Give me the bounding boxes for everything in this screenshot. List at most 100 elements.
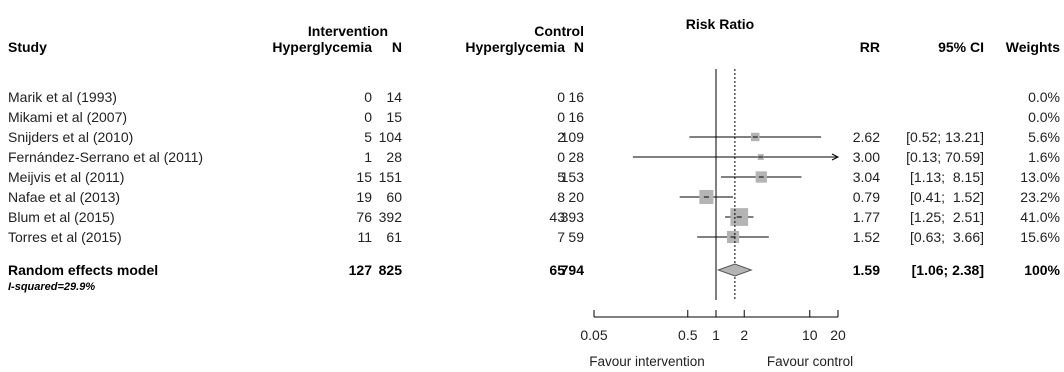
study-ci: [0.63; 3.66] xyxy=(910,229,984,245)
study-row: Torres et al (2015) 11 61 7 59 1.52 [0.63; 3.6… xyxy=(8,229,1060,245)
study-ci: [0.52; 13.21] xyxy=(906,129,984,145)
ci-header: 95% CI xyxy=(938,39,984,55)
study-ci: [0.41; 1.52] xyxy=(910,189,984,205)
intervention-events: 11 xyxy=(357,229,372,245)
favour-control-label: Favour control xyxy=(767,354,853,369)
intervention-n: 104 xyxy=(379,129,403,145)
pooled-diamond xyxy=(716,263,753,277)
control-n: 393 xyxy=(561,209,585,225)
intervention-events: 19 xyxy=(356,189,372,205)
study-weight: 41.0% xyxy=(1020,209,1060,225)
pooled-ci: [1.06; 2.38] xyxy=(912,262,984,278)
intervention-n: 61 xyxy=(386,229,402,245)
study-rr: 1.77 xyxy=(853,209,880,225)
study-name: Snijders et al (2010) xyxy=(8,129,133,145)
pooled-control-n: 794 xyxy=(561,262,585,278)
study-name: Meijvis et al (2011) xyxy=(8,169,124,185)
control-group-header: Control xyxy=(534,23,584,39)
control-n-header: N xyxy=(574,39,584,55)
control-n: 109 xyxy=(561,129,585,145)
study-name: Marik et al (1993) xyxy=(8,89,117,105)
intervention-n: 28 xyxy=(386,149,402,165)
study-name: Blum et al (2015) xyxy=(8,209,115,225)
x-tick-label: 10 xyxy=(802,327,818,343)
study-ci: [1.25; 2.51] xyxy=(910,209,984,225)
x-tick-label: 1 xyxy=(712,327,720,343)
control-n: 28 xyxy=(568,149,584,165)
study-rr: 3.04 xyxy=(853,169,880,185)
study-ci: [0.13; 70.59] xyxy=(906,149,984,165)
study-row: Mikami et al (2007) 0 15 0 16 0.0% xyxy=(8,109,1060,125)
pooled-label: Random effects model xyxy=(8,262,158,278)
study-rr: 1.52 xyxy=(853,229,880,245)
study-rr: 0.79 xyxy=(853,189,880,205)
rr-header: RR xyxy=(860,39,880,55)
x-tick-label: 2 xyxy=(740,327,748,343)
heterogeneity-stat: I-squared=29.9% xyxy=(8,281,95,293)
intervention-n-header: N xyxy=(392,39,402,55)
control-events: 2 xyxy=(557,129,565,145)
intervention-events: 0 xyxy=(364,89,372,105)
risk-ratio-header: Risk Ratio xyxy=(686,16,754,32)
x-tick-label: 0.05 xyxy=(580,327,607,343)
intervention-events-header: Hyperglycemia xyxy=(272,39,372,55)
intervention-n: 14 xyxy=(386,89,402,105)
weights-header: Weights xyxy=(1006,39,1060,55)
study-weight: 0.0% xyxy=(1028,89,1060,105)
study-ci: [1.13; 8.15] xyxy=(910,169,984,185)
ci-arrow xyxy=(831,153,840,161)
control-events: 7 xyxy=(557,229,565,245)
study-name: Nafae et al (2013) xyxy=(8,189,120,205)
intervention-events: 5 xyxy=(364,129,372,145)
pooled-intervention-events: 127 xyxy=(349,262,373,278)
study-weight: 0.0% xyxy=(1028,109,1060,125)
pooled-intervention-n: 825 xyxy=(379,262,403,278)
control-n: 59 xyxy=(568,229,584,245)
study-row: Nafae et al (2013) 19 60 8 20 0.79 [0.41; 1.52… xyxy=(8,189,1060,205)
study-weight: 1.6% xyxy=(1028,149,1060,165)
study-name: Torres et al (2015) xyxy=(8,229,122,245)
control-events: 8 xyxy=(557,189,565,205)
x-tick-label: 20 xyxy=(830,327,846,343)
control-n: 16 xyxy=(568,89,584,105)
pooled-weight: 100% xyxy=(1024,262,1060,278)
control-events: 0 xyxy=(557,109,565,125)
study-weight: 15.6% xyxy=(1020,229,1060,245)
intervention-events: 1 xyxy=(364,149,372,165)
study-rr: 2.62 xyxy=(853,129,880,145)
intervention-group-header: Intervention xyxy=(308,23,388,39)
study-row: Fernández-Serrano et al (2011) 1 28 0 28 3.00… xyxy=(8,149,1060,165)
pooled-rr: 1.59 xyxy=(853,262,880,278)
x-tick-label: 0.5 xyxy=(678,327,698,343)
study-name: Mikami et al (2007) xyxy=(8,109,127,125)
control-events: 43 xyxy=(549,209,565,225)
study-weight: 5.6% xyxy=(1028,129,1060,145)
intervention-n: 151 xyxy=(379,169,403,185)
study-row: Marik et al (1993) 0 14 0 16 0.0% xyxy=(8,89,1060,105)
control-events: 5 xyxy=(557,169,565,185)
study-weight: 13.0% xyxy=(1020,169,1060,185)
control-n: 16 xyxy=(568,109,584,125)
control-events: 0 xyxy=(557,149,565,165)
intervention-events: 76 xyxy=(356,209,372,225)
plot-area: 0.05 0.5 1 2 10 20 xyxy=(580,69,846,343)
control-n: 153 xyxy=(561,169,585,185)
study-name: Fernández-Serrano et al (2011) xyxy=(8,149,203,165)
control-events: 0 xyxy=(557,89,565,105)
intervention-n: 392 xyxy=(379,209,403,225)
study-header: Study xyxy=(8,39,47,55)
study-rows: Marik et al (1993) 0 14 0 16 0.0%Mikami et al… xyxy=(8,89,1060,245)
control-events-header: Hyperglycemia xyxy=(465,39,565,55)
study-rr: 3.00 xyxy=(853,149,880,165)
intervention-n: 15 xyxy=(386,109,402,125)
study-weight: 23.2% xyxy=(1020,189,1060,205)
intervention-events: 0 xyxy=(364,109,372,125)
favour-intervention-label: Favour intervention xyxy=(589,354,705,369)
pooled-control-events: 65 xyxy=(549,262,565,278)
intervention-events: 15 xyxy=(356,169,372,185)
intervention-n: 60 xyxy=(386,189,402,205)
